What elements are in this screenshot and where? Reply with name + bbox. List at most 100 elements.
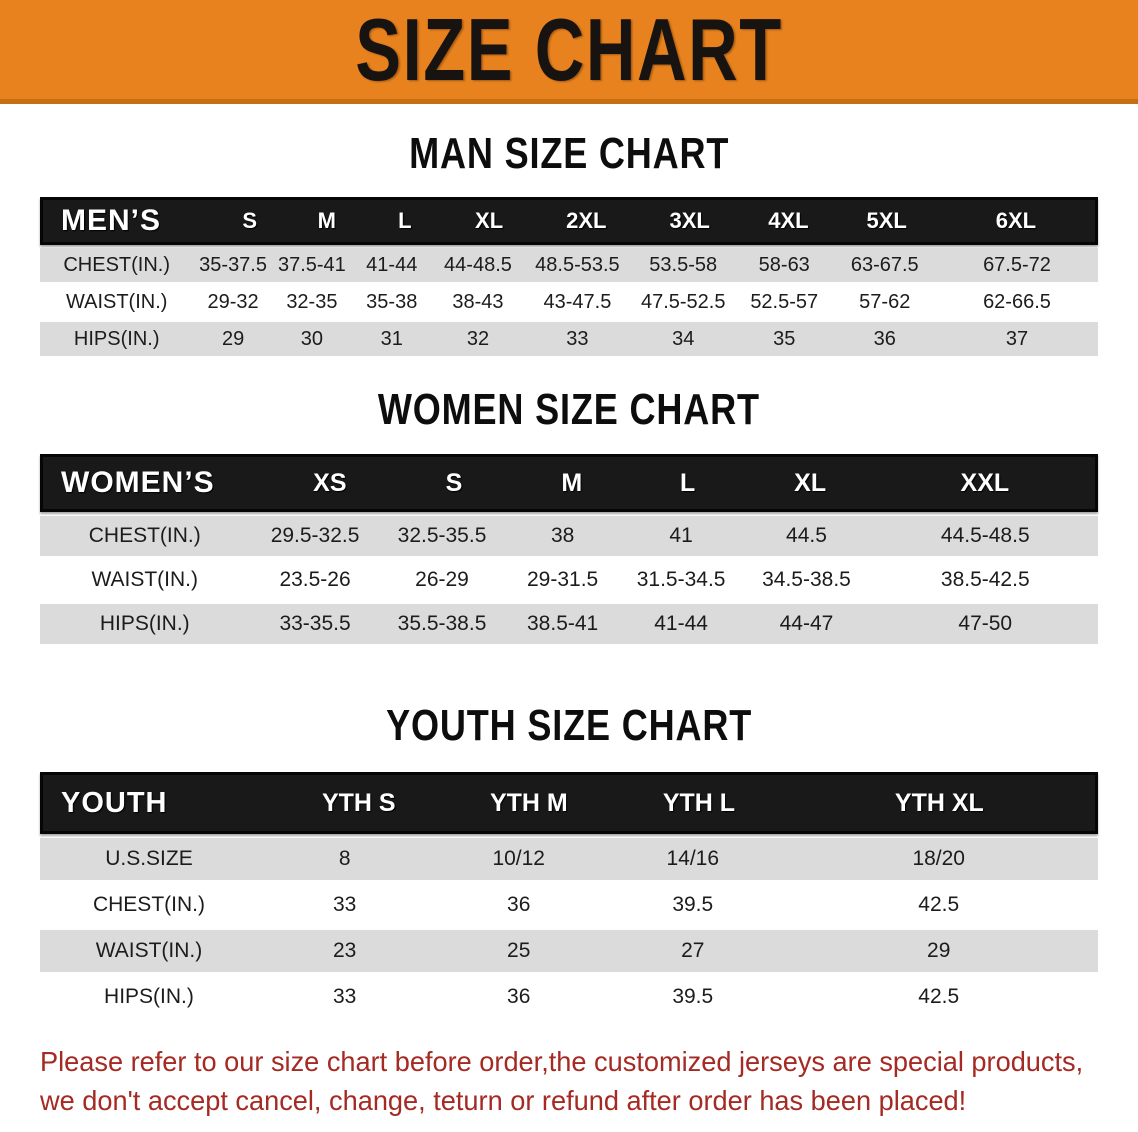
- disclaimer-line-1: Please refer to our size chart before or…: [40, 1046, 1084, 1077]
- table-cell: 29: [221, 327, 245, 350]
- table-cell: 18/20: [912, 847, 965, 870]
- men-section-heading: MAN SIZE CHART: [408, 129, 730, 178]
- table-row: CHEST(IN.) 33 36 39.5 42.5: [40, 884, 1098, 926]
- table-cell: 41: [669, 524, 693, 547]
- table-cell: 38.5-42.5: [940, 568, 1030, 591]
- row-label: WAIST(IN.): [65, 290, 168, 313]
- table-cell: 32-35: [286, 290, 338, 313]
- row-label: CHEST(IN.): [88, 524, 201, 547]
- table-cell: 38.5-41: [527, 612, 599, 635]
- table-cell: 33-35.5: [279, 612, 351, 635]
- table-cell: 44.5: [786, 524, 827, 547]
- table-corner-label: WOMEN’S: [61, 466, 215, 499]
- table-cell: 48.5-53.5: [535, 253, 620, 276]
- table-row: CHEST(IN.) 29.5-32.5 32.5-35.5 38 41 44.5 44.5…: [40, 516, 1098, 556]
- table-cell: 8: [338, 847, 351, 870]
- table-cell: 33: [333, 893, 357, 916]
- table-cell: 42.5: [918, 893, 960, 916]
- table-cell: 53.5-58: [649, 253, 718, 276]
- women-section: WOMEN SIZE CHART WOMEN’S XS S M L XL XXL CHEST(…: [0, 384, 1138, 644]
- table-cell: 23.5-26: [279, 568, 351, 591]
- column-header: XXL: [960, 468, 1010, 497]
- table-row: HIPS(IN.) 29 30 31 32 33 34 35 36 37: [40, 322, 1098, 356]
- youth-size-table: YOUTH YTH S YTH M YTH L YTH XL U.S.SIZE 8 10/12…: [40, 772, 1098, 1018]
- column-header: XL: [794, 468, 827, 497]
- table-cell: 39.5: [672, 985, 714, 1008]
- table-cell: 41-44: [366, 253, 418, 276]
- table-cell: 27: [681, 939, 705, 962]
- table-cell: 47.5-52.5: [640, 290, 726, 313]
- table-cell: 30: [300, 327, 324, 350]
- column-header: M: [317, 208, 336, 233]
- table-header-row: YOUTH YTH S YTH M YTH L YTH XL: [40, 772, 1098, 834]
- table-cell: 39.5: [672, 893, 714, 916]
- table-cell: 34.5-38.5: [762, 568, 851, 591]
- row-label: HIPS(IN.): [73, 327, 160, 350]
- table-cell: 25: [507, 939, 531, 962]
- table-cell: 44.5-48.5: [940, 524, 1030, 547]
- column-header: YTH S: [321, 788, 396, 817]
- table-cell: 41-44: [654, 612, 708, 635]
- table-cell: 32: [466, 327, 490, 350]
- table-cell: 57-62: [859, 290, 911, 313]
- table-cell: 34: [672, 327, 695, 350]
- column-header: L: [398, 208, 412, 233]
- men-section: MAN SIZE CHART MEN’S S M L XL 2XL 3XL 4XL 5XL 6XL…: [0, 128, 1138, 356]
- table-cell: 63-67.5: [850, 253, 919, 276]
- column-header: 5XL: [866, 208, 907, 233]
- table-cell: 38: [550, 524, 575, 547]
- table-corner-label: MEN’S: [61, 204, 162, 237]
- column-header: XS: [313, 468, 347, 497]
- column-header: XL: [475, 208, 504, 233]
- table-cell: 29-32: [207, 290, 259, 313]
- row-label: U.S.SIZE: [105, 847, 193, 870]
- table-row: U.S.SIZE 8 10/12 14/16 18/20: [40, 838, 1098, 880]
- table-cell: 38-43: [452, 290, 504, 313]
- column-header: YTH M: [489, 788, 568, 817]
- table-row: WAIST(IN.) 23 25 27 29: [40, 930, 1098, 972]
- table-cell: 35.5-38.5: [397, 612, 487, 635]
- table-cell: 36: [873, 327, 896, 350]
- column-header: YTH XL: [894, 788, 984, 817]
- table-cell: 31.5-34.5: [636, 568, 726, 591]
- youth-section-heading: YOUTH SIZE CHART: [386, 701, 752, 750]
- table-cell: 37: [1005, 327, 1029, 350]
- table-cell: 42.5: [918, 985, 960, 1008]
- column-header: YTH L: [662, 788, 736, 817]
- size-chart-title: SIZE CHART: [355, 0, 783, 99]
- column-header: 4XL: [768, 208, 809, 233]
- row-label: WAIST(IN.): [91, 568, 198, 591]
- size-chart-banner: SIZE CHART: [0, 0, 1138, 104]
- men-size-table: MEN’S S M L XL 2XL 3XL 4XL 5XL 6XL CHEST(IN.) 35-37…: [40, 197, 1098, 356]
- column-header: L: [679, 468, 696, 497]
- column-header: S: [445, 468, 463, 497]
- column-header: 6XL: [995, 208, 1037, 233]
- table-cell: 36: [507, 985, 531, 1008]
- table-cell: 33: [333, 985, 357, 1008]
- table-row: CHEST(IN.) 35-37.5 37.5-41 41-44 44-48.5 48.5…: [40, 248, 1098, 282]
- table-cell: 62-66.5: [983, 290, 1051, 313]
- row-label: CHEST(IN.): [92, 893, 205, 916]
- table-cell: 32.5-35.5: [397, 524, 487, 547]
- table-cell: 44-47: [779, 612, 834, 635]
- row-label: HIPS(IN.): [104, 985, 194, 1008]
- table-row: HIPS(IN.) 33 36 39.5 42.5: [40, 976, 1098, 1018]
- table-cell: 31: [380, 327, 403, 350]
- table-cell: 36: [507, 893, 531, 916]
- table-header-row: WOMEN’S XS S M L XL XXL: [40, 454, 1098, 512]
- table-cell: 47-50: [958, 612, 1013, 635]
- table-cell: 43-47.5: [543, 290, 612, 313]
- table-cell: 67.5-72: [983, 253, 1051, 276]
- table-cell: 10/12: [492, 847, 545, 870]
- column-header: 2XL: [566, 208, 607, 233]
- table-header-row: MEN’S S M L XL 2XL 3XL 4XL 5XL 6XL: [40, 197, 1098, 245]
- column-header: M: [561, 468, 583, 497]
- table-cell: 44-48.5: [444, 253, 512, 276]
- table-cell: 26-29: [415, 568, 469, 591]
- table-cell: 29-31.5: [527, 568, 599, 591]
- table-cell: 29.5-32.5: [270, 524, 360, 547]
- table-cell: 35-38: [366, 290, 418, 313]
- table-cell: 37.5-41: [277, 253, 346, 276]
- table-cell: 58-63: [758, 253, 810, 276]
- disclaimer-text: Please refer to our size chart before or…: [40, 1042, 1138, 1120]
